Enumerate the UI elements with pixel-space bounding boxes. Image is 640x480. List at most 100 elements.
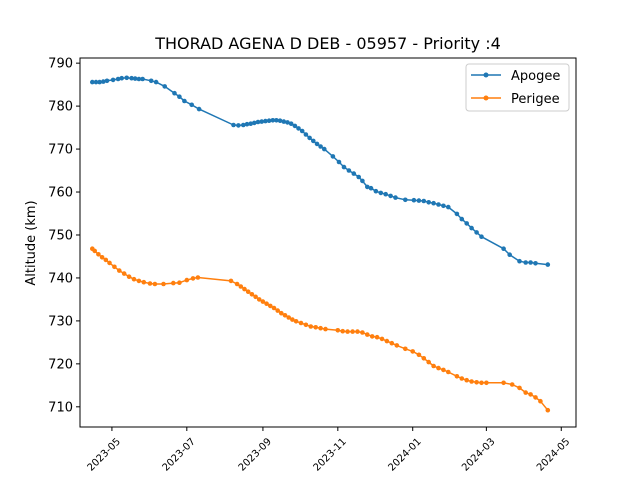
apogee-point: [241, 122, 246, 128]
perigee-point: [474, 380, 479, 385]
perigee-point: [107, 260, 112, 266]
apogee-point: [523, 260, 528, 265]
perigee-point: [374, 334, 380, 340]
apogee-point: [231, 122, 236, 128]
perigee-point: [403, 346, 408, 352]
apogee-point: [393, 195, 398, 200]
apogee-point: [248, 121, 253, 126]
perigee-point: [394, 343, 400, 348]
apogee-point: [365, 184, 370, 190]
perigee-point: [479, 380, 484, 386]
apogee-point: [341, 164, 347, 170]
perigee-point: [313, 325, 319, 330]
apogee-point: [314, 141, 320, 147]
y-tick-label: 780: [48, 100, 73, 115]
apogee-point: [281, 119, 287, 124]
apogee-point: [441, 203, 446, 209]
legend-perigee-marker: [483, 95, 489, 101]
apogee-point: [533, 261, 538, 266]
perigee-point: [431, 363, 436, 369]
perigee-point: [389, 340, 395, 346]
perigee-point: [282, 313, 288, 318]
apogee-point: [307, 135, 312, 141]
apogee-point: [479, 234, 484, 239]
perigee-point: [410, 349, 416, 354]
apogee-point: [454, 211, 460, 217]
perigee-point: [161, 281, 166, 287]
apogee-point: [132, 76, 138, 81]
y-tick-label: 750: [48, 228, 73, 243]
apogee-point: [93, 79, 99, 85]
apogee-point: [318, 144, 323, 149]
apogee-point: [115, 76, 121, 82]
perigee-point: [275, 308, 281, 313]
apogee-point: [464, 221, 470, 226]
apogee-point: [330, 154, 336, 159]
apogee-point: [446, 204, 451, 210]
legend-perigee-label: Perigee: [511, 92, 560, 107]
apogee-point: [259, 119, 265, 124]
apogee-point: [296, 126, 301, 131]
perigee-point: [464, 377, 470, 383]
perigee-point: [509, 382, 515, 387]
perigee-point: [152, 281, 158, 287]
perigee-point: [256, 297, 262, 302]
apogee-point: [148, 78, 154, 84]
perigee-point: [271, 305, 277, 311]
apogee-point: [236, 123, 241, 128]
perigee-point: [103, 257, 109, 263]
perigee-point: [501, 380, 506, 386]
apogee-point: [266, 118, 272, 123]
apogee-point: [274, 118, 279, 123]
perigee-point: [238, 284, 244, 289]
perigee-point: [249, 292, 255, 297]
apogee-point: [303, 132, 309, 137]
perigee-point: [340, 328, 346, 334]
apogee-point: [373, 188, 379, 194]
perigee-point: [117, 268, 122, 273]
perigee-point: [355, 329, 360, 334]
y-tick-label: 740: [48, 271, 73, 286]
y-axis-label: Altitude (km): [24, 200, 39, 285]
apogee-point: [517, 258, 522, 264]
apogee-point: [255, 119, 261, 125]
apogee-point: [403, 197, 408, 203]
apogee-point: [351, 171, 357, 176]
apogee-point: [416, 198, 422, 203]
y-tick-label: 710: [48, 400, 73, 415]
perigee-point: [484, 380, 489, 386]
perigee-point: [303, 322, 309, 328]
perigee-point: [335, 328, 341, 333]
perigee-point: [195, 275, 201, 280]
perigee-point: [545, 407, 551, 413]
perigee-point: [177, 280, 182, 286]
apogee-point: [411, 197, 417, 203]
perigee-point: [121, 271, 127, 276]
perigee-point: [96, 252, 101, 257]
perigee-point: [286, 315, 292, 320]
legend: Apogee Perigee: [465, 63, 570, 112]
plot-area: [90, 75, 551, 413]
apogee-point: [469, 225, 474, 231]
apogee-point: [277, 118, 283, 123]
series-line-apogee: [92, 77, 548, 266]
apogee-point: [177, 94, 182, 99]
perigee-point: [533, 395, 538, 400]
chart-title: THORAD AGENA D DEB - 05957 - Priority :4: [154, 34, 501, 53]
perigee-point: [184, 277, 190, 283]
perigee-point: [293, 319, 299, 324]
legend-apogee-label: Apogee: [511, 69, 560, 84]
apogee-point: [356, 174, 362, 180]
perigee-point: [528, 392, 533, 397]
apogee-point: [101, 79, 106, 84]
perigee-point: [279, 310, 284, 316]
perigee-point: [459, 376, 465, 381]
apogee-point: [288, 121, 294, 126]
apogee-point: [528, 260, 533, 265]
apogee-point: [90, 79, 95, 85]
apogee-point: [124, 75, 129, 81]
apogee-point: [153, 79, 159, 85]
perigee-point: [369, 334, 375, 339]
perigee-point: [242, 286, 247, 292]
perigee-point: [365, 332, 370, 337]
